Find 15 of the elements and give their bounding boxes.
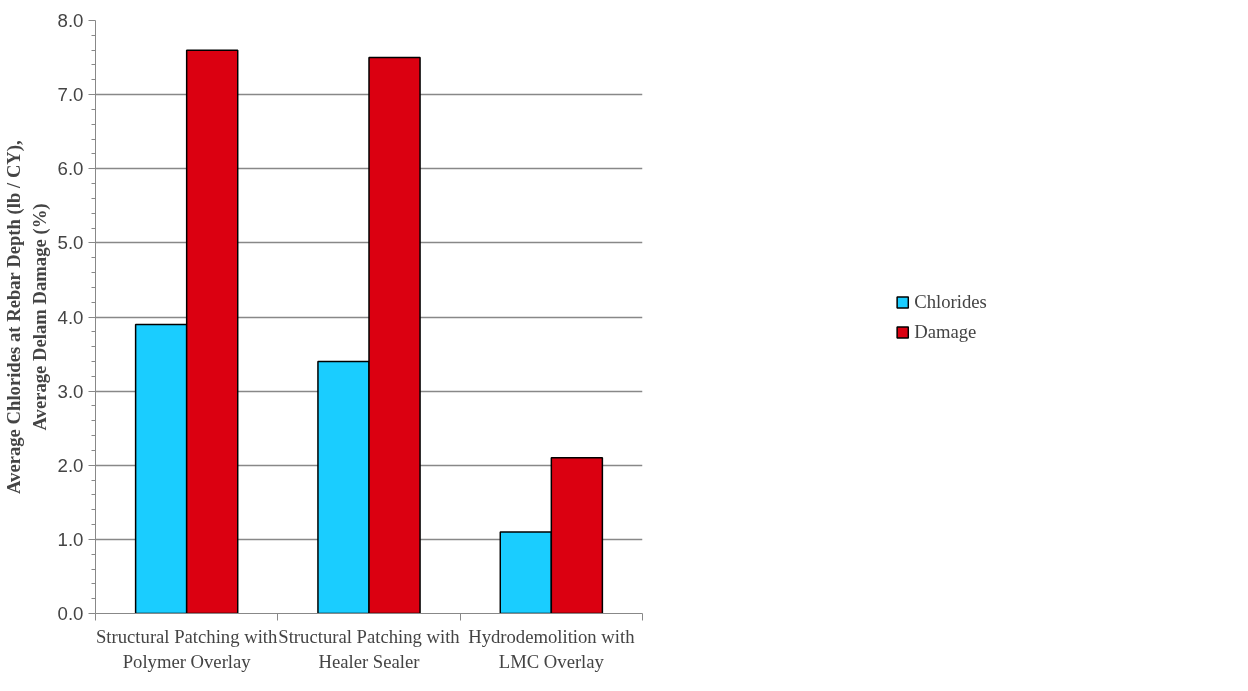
y-tick-label: 2.0 [57, 454, 84, 476]
x-tick-label: Structural Patching with Healer Sealer [278, 625, 461, 672]
x-tick-label: Hydrodemolition with LMC Overlay [468, 625, 636, 672]
legend-label: Damage [914, 320, 977, 343]
y-tick-label: 4.0 [57, 306, 84, 328]
x-tick-label: Structural Patching with Polymer Overlay [95, 625, 279, 672]
y-tick-label: 8.0 [57, 10, 84, 31]
y-tick-label: 0.0 [57, 603, 84, 624]
legend-label: Chlorides [914, 290, 987, 313]
y-tick-label: 6.0 [57, 158, 84, 180]
y-tick-label: 7.0 [57, 84, 84, 106]
y-tick-label: 5.0 [57, 232, 84, 254]
y-tick-label: 3.0 [57, 380, 84, 402]
y-axis-title: Average Chlorides at Rebar Depth (lb / CY), Average Delam Damage (%) [3, 140, 51, 495]
y-tick-label: 1.0 [57, 528, 84, 550]
